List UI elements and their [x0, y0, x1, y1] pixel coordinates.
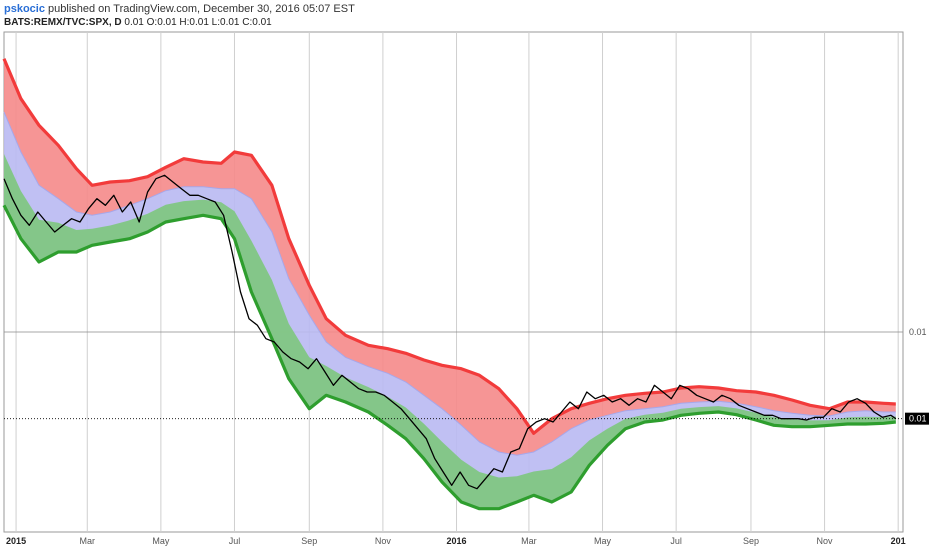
lower-band-line: [2, 204, 896, 511]
x-tick-label: Mar: [521, 536, 537, 546]
published-text: published on TradingView.com, December 3…: [48, 3, 355, 15]
author-link[interactable]: pskocic: [4, 3, 45, 15]
last-value-label: 0.01: [909, 414, 927, 424]
x-tick-label: May: [152, 536, 170, 546]
y-tick-label: 0.01: [909, 327, 927, 337]
x-tick-label: Sep: [743, 536, 759, 546]
chart-axes: 2015 Mar May Jul Sep Nov 2016 Mar May Jul Sep Nov 20…: [4, 327, 929, 546]
symbol-label: BATS:REMX/TVC:SPX, D: [4, 17, 122, 28]
upper-band-fill: [4, 58, 896, 456]
ohlc-values: 0.01 O:0.01 H:0.01 L:0.01 C:0.01: [124, 17, 272, 28]
x-tick-label: 2015: [6, 536, 26, 546]
x-tick-label: 201: [891, 536, 906, 546]
x-tick-label: May: [594, 536, 612, 546]
x-tick-label: Nov: [375, 536, 392, 546]
band-lines: [2, 58, 897, 511]
band-fills: [4, 58, 896, 509]
x-tick-label: Jul: [670, 536, 682, 546]
chart-header: pskocic published on TradingView.com, De…: [4, 2, 355, 30]
x-tick-label: Nov: [817, 536, 834, 546]
x-tick-label: Sep: [301, 536, 317, 546]
middle-band-line: [3, 111, 896, 456]
upper-band-line: [2, 58, 896, 435]
x-tick-label: Mar: [80, 536, 96, 546]
x-tick-label: 2016: [447, 536, 467, 546]
last-value-badge: [905, 412, 929, 425]
x-tick-label: Jul: [229, 536, 241, 546]
price-line: [3, 174, 897, 490]
